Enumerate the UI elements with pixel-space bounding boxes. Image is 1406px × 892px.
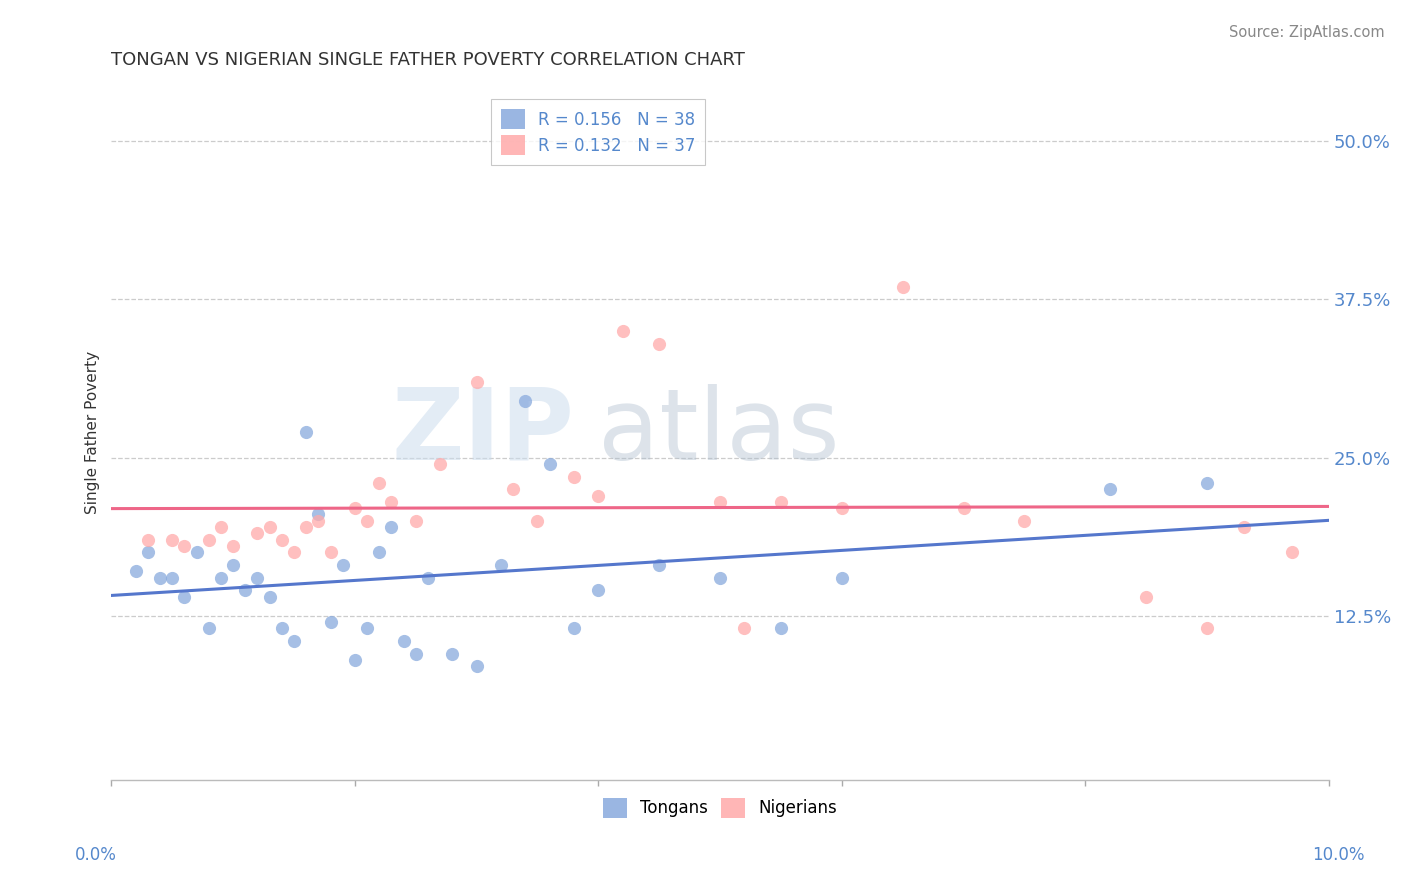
Point [709, 495, 731, 509]
Point [162, 533, 184, 547]
Y-axis label: Single Father Poverty: Single Father Poverty [86, 351, 100, 514]
Point [769, 495, 792, 509]
Point [380, 520, 402, 534]
Point [283, 634, 305, 648]
Point [612, 324, 634, 338]
Point [307, 508, 329, 522]
Point [149, 571, 172, 585]
Point [441, 647, 464, 661]
Point [319, 615, 342, 629]
Text: atlas: atlas [599, 384, 839, 481]
Point [733, 621, 755, 635]
Point [648, 336, 671, 351]
Point [162, 571, 184, 585]
Point [356, 514, 378, 528]
Point [588, 583, 610, 598]
Text: 10.0%: 10.0% [1312, 846, 1365, 863]
Point [332, 558, 354, 573]
Point [489, 558, 512, 573]
Point [392, 634, 415, 648]
Point [270, 621, 292, 635]
Point [136, 533, 159, 547]
Point [465, 375, 488, 389]
Point [380, 495, 402, 509]
Point [515, 393, 537, 408]
Point [1014, 514, 1036, 528]
Point [526, 514, 548, 528]
Point [1135, 590, 1157, 604]
Point [173, 590, 195, 604]
Point [1281, 545, 1303, 559]
Legend: Tongans, Nigerians: Tongans, Nigerians [596, 791, 844, 824]
Point [356, 621, 378, 635]
Point [952, 501, 974, 516]
Point [1098, 482, 1121, 496]
Point [295, 520, 318, 534]
Point [209, 520, 232, 534]
Point [416, 571, 439, 585]
Point [222, 539, 245, 553]
Point [295, 425, 318, 440]
Point [233, 583, 256, 598]
Point [405, 647, 427, 661]
Point [246, 571, 269, 585]
Point [259, 590, 281, 604]
Point [465, 659, 488, 673]
Point [319, 545, 342, 559]
Text: 0.0%: 0.0% [75, 846, 117, 863]
Point [769, 621, 792, 635]
Point [343, 653, 366, 667]
Point [173, 539, 195, 553]
Point [831, 571, 853, 585]
Point [538, 457, 561, 471]
Point [562, 469, 585, 483]
Point [429, 457, 451, 471]
Point [343, 501, 366, 516]
Point [209, 571, 232, 585]
Point [125, 565, 148, 579]
Point [368, 475, 391, 490]
Point [502, 482, 524, 496]
Point [891, 279, 914, 293]
Point [1195, 621, 1218, 635]
Point [562, 621, 585, 635]
Point [1232, 520, 1254, 534]
Point [588, 488, 610, 502]
Point [270, 533, 292, 547]
Point [259, 520, 281, 534]
Point [1195, 475, 1218, 490]
Point [136, 545, 159, 559]
Point [831, 501, 853, 516]
Point [405, 514, 427, 528]
Point [283, 545, 305, 559]
Point [222, 558, 245, 573]
Text: ZIP: ZIP [391, 384, 574, 481]
Point [246, 526, 269, 541]
Point [307, 514, 329, 528]
Point [368, 545, 391, 559]
Text: TONGAN VS NIGERIAN SINGLE FATHER POVERTY CORRELATION CHART: TONGAN VS NIGERIAN SINGLE FATHER POVERTY… [111, 51, 745, 69]
Point [186, 545, 208, 559]
Text: Source: ZipAtlas.com: Source: ZipAtlas.com [1229, 25, 1385, 40]
Point [198, 621, 221, 635]
Point [198, 533, 221, 547]
Point [709, 571, 731, 585]
Point [648, 558, 671, 573]
